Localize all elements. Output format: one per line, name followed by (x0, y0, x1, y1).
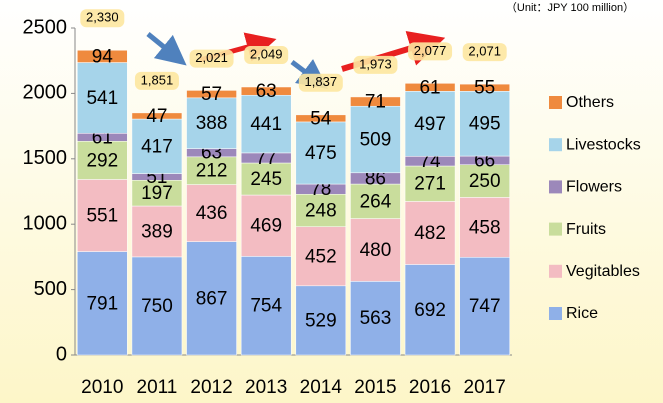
x-tick-label: 2017 (464, 377, 506, 398)
y-tick-label: 0 (56, 343, 67, 365)
segment-label: 509 (360, 130, 392, 151)
segment-label: 212 (196, 161, 228, 182)
segment-label: 436 (196, 203, 228, 224)
chart: （Unit：JPY 100 million） 0 500 1000 1500 2000 2… (0, 0, 663, 403)
x-tick-label: 2015 (354, 377, 396, 398)
segment-label: 867 (196, 288, 228, 309)
total-label: 2,021 (195, 50, 228, 65)
segment-label: 495 (469, 114, 501, 135)
total-label: 2,077 (414, 43, 447, 58)
segment-label: 71 (365, 92, 386, 113)
x-tick-label: 2013 (245, 377, 287, 398)
legend-swatch (549, 265, 562, 278)
legend-label: Fruits (566, 221, 606, 238)
x-tick-label: 2012 (190, 377, 232, 398)
legend-swatch (549, 223, 562, 236)
segment-label: 452 (305, 246, 337, 267)
segment-label: 754 (250, 296, 282, 317)
segment-label: 250 (469, 171, 501, 192)
total-label: 1,973 (359, 56, 392, 71)
segment-label: 94 (92, 46, 114, 67)
legend-swatch (549, 180, 562, 193)
legend-label: Others (566, 94, 614, 111)
legend-swatch (549, 138, 562, 151)
segment-label: 264 (360, 191, 392, 212)
legend-swatch (549, 96, 562, 109)
segment-label: 469 (250, 216, 282, 237)
y-tick-label: 1000 (23, 212, 68, 234)
segment-label: 63 (256, 81, 277, 102)
legend-label: Rice (566, 305, 598, 322)
segment-label: 271 (414, 174, 446, 195)
total-label: 2,071 (468, 44, 501, 59)
legend-label: Flowers (566, 179, 622, 196)
segment-label: 47 (146, 106, 167, 127)
total-label: 2,049 (250, 46, 283, 61)
segment-label: 248 (305, 200, 337, 221)
segment-label: 61 (419, 77, 440, 98)
segment-label: 441 (250, 114, 282, 135)
x-tick-label: 2016 (409, 377, 451, 398)
x-tick-label: 2010 (81, 377, 123, 398)
segment-label: 480 (360, 240, 392, 261)
segment-label: 388 (196, 113, 228, 134)
segment-label: 417 (141, 136, 173, 157)
segment-label: 529 (305, 310, 337, 331)
segment-label: 55 (474, 78, 495, 99)
segment-label: 551 (86, 206, 118, 227)
segment-label: 458 (469, 217, 501, 238)
segment-label: 475 (305, 143, 337, 164)
segment-label: 563 (360, 308, 392, 329)
legend-label: Livestocks (566, 136, 641, 153)
y-tick-label: 2500 (23, 16, 68, 38)
segment-label: 750 (141, 296, 173, 317)
y-tick-label: 2000 (23, 82, 68, 104)
segment-label: 389 (141, 221, 173, 242)
unit-note: （Unit：JPY 100 million） (506, 1, 634, 14)
segment-label: 54 (310, 108, 332, 129)
segment-label: 791 (86, 293, 118, 314)
segment-label: 692 (414, 300, 446, 321)
segment-label: 497 (414, 114, 446, 135)
y-tick-label: 1500 (23, 147, 68, 169)
x-tick-label: 2014 (300, 377, 343, 398)
y-tick-label: 500 (34, 278, 67, 300)
legend-swatch (549, 307, 562, 320)
segment-label: 541 (86, 88, 118, 109)
segment-label: 747 (469, 296, 501, 317)
total-label: 2,330 (86, 10, 119, 25)
total-label: 1,851 (141, 72, 174, 87)
x-tick-label: 2011 (137, 377, 178, 398)
total-label: 1,837 (305, 74, 338, 89)
legend-label: Vegitables (566, 263, 640, 280)
segment-label: 292 (86, 150, 118, 171)
segment-label: 482 (414, 223, 446, 244)
segment-label: 245 (250, 169, 282, 190)
segment-label: 57 (201, 84, 222, 105)
